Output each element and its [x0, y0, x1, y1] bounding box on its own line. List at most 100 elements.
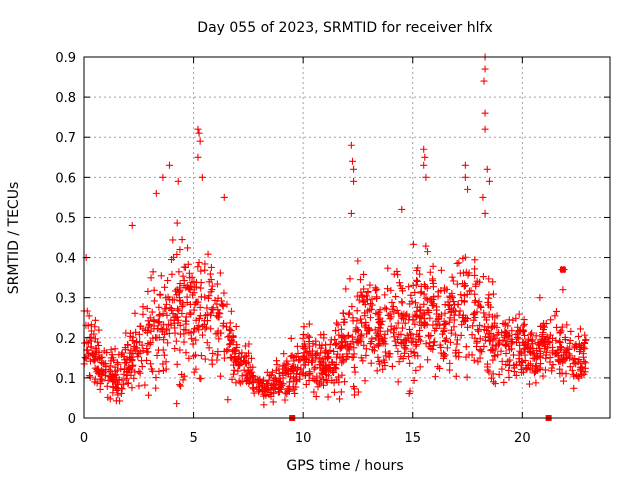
data-point — [529, 336, 537, 344]
data-point — [436, 341, 444, 349]
data-point — [471, 309, 479, 317]
data-point — [338, 371, 346, 379]
data-point — [284, 385, 292, 393]
data-point — [443, 285, 451, 293]
data-point — [275, 369, 283, 377]
data-point — [318, 370, 326, 378]
data-point — [351, 368, 359, 376]
data-point — [334, 350, 342, 358]
data-point — [489, 347, 497, 355]
data-point — [188, 335, 196, 343]
data-point — [515, 351, 523, 359]
data-point — [576, 325, 584, 333]
data-point — [366, 340, 374, 348]
data-point — [230, 366, 238, 374]
data-point — [149, 268, 157, 276]
data-point — [109, 389, 117, 397]
data-point — [556, 339, 564, 347]
data-point — [217, 297, 225, 305]
data-point — [470, 356, 478, 364]
data-point — [420, 281, 428, 289]
x-tick-label: 0 — [80, 431, 88, 446]
data-point — [313, 377, 321, 385]
data-point — [157, 272, 165, 280]
data-point — [241, 342, 249, 350]
data-point — [400, 310, 408, 318]
data-point — [298, 369, 306, 377]
data-point — [135, 382, 143, 390]
data-point — [365, 325, 373, 333]
data-point — [204, 294, 212, 302]
data-point — [411, 311, 419, 319]
data-point — [139, 303, 147, 311]
data-point — [479, 193, 487, 201]
data-point — [136, 369, 144, 377]
y-tick-label: 0 — [68, 412, 76, 427]
data-point — [552, 307, 560, 315]
data-point — [94, 365, 102, 373]
data-point — [83, 338, 91, 346]
data-point — [534, 339, 542, 347]
data-point — [523, 365, 531, 373]
data-point — [91, 323, 99, 331]
data-point — [249, 385, 257, 393]
data-point — [481, 323, 489, 331]
data-point — [498, 365, 506, 373]
data-point — [394, 309, 402, 317]
data-point — [192, 336, 200, 344]
data-point — [317, 331, 325, 339]
data-point — [413, 277, 421, 285]
data-point — [572, 341, 580, 349]
data-point — [113, 386, 121, 394]
data-point — [580, 358, 588, 366]
data-point — [220, 347, 228, 355]
data-point — [566, 354, 574, 362]
data-point — [138, 363, 146, 371]
data-point — [156, 311, 164, 319]
data-point — [117, 389, 125, 397]
data-point — [147, 360, 155, 368]
data-point — [192, 351, 200, 359]
data-point — [540, 325, 548, 333]
data-point — [381, 348, 389, 356]
data-point — [480, 342, 488, 350]
data-point — [471, 298, 479, 306]
data-point — [191, 283, 199, 291]
data-point — [196, 137, 204, 145]
data-point — [230, 361, 238, 369]
data-point — [416, 327, 424, 335]
data-point — [184, 260, 192, 268]
data-point — [128, 221, 136, 229]
data-point — [91, 375, 99, 383]
data-point — [260, 390, 268, 398]
data-point — [423, 296, 431, 304]
data-point — [164, 277, 172, 285]
data-point — [96, 385, 104, 393]
data-point — [485, 291, 493, 299]
data-point — [332, 327, 340, 335]
data-point — [416, 270, 424, 278]
data-point — [346, 275, 354, 283]
data-point — [424, 248, 432, 256]
data-point — [581, 331, 589, 339]
data-point — [207, 309, 215, 317]
data-point — [521, 331, 529, 339]
data-point — [561, 333, 569, 341]
data-point — [108, 351, 116, 359]
data-point — [447, 338, 455, 346]
data-point — [287, 365, 295, 373]
data-point — [321, 354, 329, 362]
data-point — [350, 177, 358, 185]
data-point — [476, 347, 484, 355]
data-point — [476, 335, 484, 343]
data-point — [374, 353, 382, 361]
data-point — [575, 332, 583, 340]
data-point — [436, 364, 444, 372]
data-point — [559, 355, 567, 363]
data-point — [491, 380, 499, 388]
data-point — [245, 340, 253, 348]
data-point — [94, 338, 102, 346]
data-point — [225, 341, 233, 349]
data-point — [201, 325, 209, 333]
data-point — [302, 381, 310, 389]
